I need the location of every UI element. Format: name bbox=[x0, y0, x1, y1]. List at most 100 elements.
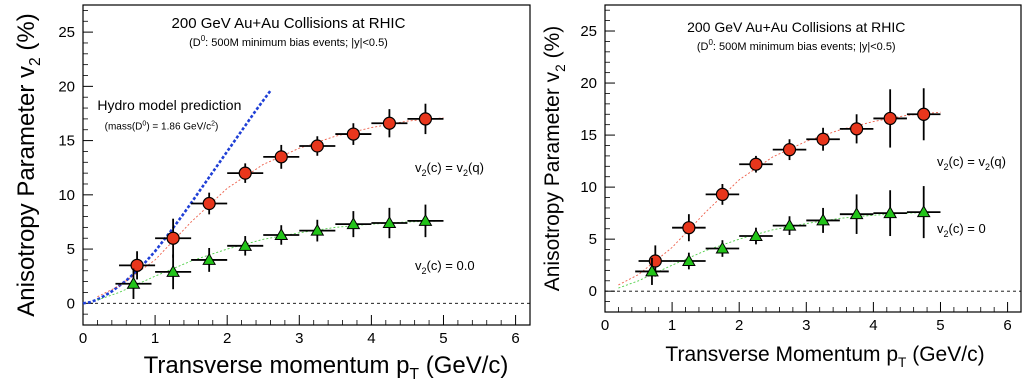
y-tick-label: 15 bbox=[58, 133, 75, 150]
data-point bbox=[382, 116, 397, 130]
subtitle-part: (D bbox=[697, 41, 709, 53]
data-point bbox=[202, 196, 216, 211]
hydro-sublabel-sup: 0 bbox=[142, 121, 146, 128]
data-point bbox=[883, 206, 898, 219]
series-label-sub: 2 bbox=[944, 229, 949, 239]
x-tick-label: 3 bbox=[295, 330, 303, 347]
hydro-sublabel-part: ) bbox=[215, 122, 218, 133]
data-point bbox=[418, 213, 433, 226]
series-vq bbox=[618, 88, 941, 286]
data-point bbox=[382, 216, 397, 229]
series-label-part: (c) = 0.0 bbox=[427, 258, 475, 273]
data-point bbox=[310, 139, 324, 153]
data-point bbox=[645, 264, 659, 277]
subtitle-part: : 500M minimum bias events; |y|<0.5) bbox=[713, 41, 896, 53]
hydro-label: Hydro model prediction bbox=[97, 97, 241, 113]
series-label-part: (c) = v bbox=[427, 160, 464, 175]
series-vq bbox=[97, 103, 444, 298]
x-tick-label: 5 bbox=[936, 317, 944, 334]
chart-subtitle: (D0: 500M minimum bias events; |y|<0.5) bbox=[189, 34, 388, 49]
subtitle-sup: 0 bbox=[201, 34, 206, 43]
x-tick-label: 6 bbox=[511, 330, 519, 347]
series-label-part: v bbox=[937, 154, 944, 169]
y-tick-label: 20 bbox=[58, 78, 75, 95]
chart-title: 200 GeV Au+Au Collisions at RHIC bbox=[687, 19, 905, 35]
data-point bbox=[346, 217, 361, 230]
x-tick-label: 1 bbox=[151, 330, 159, 347]
hydro-sublabel-sup: 2 bbox=[211, 121, 215, 128]
data-point bbox=[782, 143, 797, 157]
hydro-sublabel-part: (mass(D bbox=[105, 122, 143, 133]
hydro-prediction-curve bbox=[82, 89, 272, 305]
series-label-sub: 2 bbox=[985, 162, 990, 172]
x-axis-title-unit: (GeV/c) bbox=[419, 352, 508, 379]
chart-subtitle: (D0: 500M minimum bias events; |y|<0.5) bbox=[697, 38, 896, 53]
x-tick-label: 0 bbox=[79, 330, 87, 347]
data-point bbox=[418, 112, 433, 126]
y-axis-title-unit: (%) bbox=[541, 26, 564, 65]
y-tick-label: 0 bbox=[589, 283, 597, 300]
y-tick-label: 25 bbox=[580, 23, 597, 40]
data-point bbox=[238, 238, 253, 251]
series-zero bbox=[618, 186, 941, 289]
fit-curve bbox=[97, 117, 444, 298]
data-point bbox=[883, 111, 897, 126]
data-point bbox=[916, 205, 931, 218]
data-point bbox=[126, 276, 141, 289]
x-axis-title-main: Transverse Momentum p bbox=[665, 343, 898, 366]
y-axis-title-unit: (%) bbox=[13, 13, 40, 57]
series-label-part: (q) bbox=[468, 160, 484, 175]
x-tick-label: 4 bbox=[367, 330, 375, 347]
y-axis-title: Anisotropy Parameter v2 (%) bbox=[541, 26, 568, 292]
subtitle-part: : 500M minimum bias events; |y|<0.5) bbox=[205, 37, 388, 49]
plot-frame bbox=[604, 4, 1022, 313]
series-label: v2(c) = v2(q) bbox=[937, 154, 1006, 172]
x-axis-title: Transverse momentum pT (GeV/c) bbox=[144, 352, 509, 381]
fit-curve bbox=[618, 211, 941, 289]
data-point bbox=[166, 264, 180, 277]
series-label: v2(c) = v2(q) bbox=[415, 160, 484, 178]
series-zero bbox=[97, 204, 444, 301]
y-tick-label: 0 bbox=[67, 295, 75, 312]
data-point bbox=[274, 227, 289, 240]
data-point bbox=[715, 241, 730, 254]
x-axis-title-sub: T bbox=[410, 366, 420, 381]
x-axis-title: Transverse Momentum pT (GeV/c) bbox=[665, 343, 984, 370]
x-tick-label: 6 bbox=[1003, 317, 1011, 334]
data-point bbox=[917, 107, 931, 121]
y-tick-label: 10 bbox=[58, 187, 75, 204]
data-point bbox=[849, 207, 864, 220]
x-axis-title-main: Transverse momentum p bbox=[144, 352, 410, 379]
y-axis-title-main: Anisotropy Parameter v bbox=[541, 71, 564, 291]
x-tick-label: 0 bbox=[601, 317, 609, 334]
data-point bbox=[749, 157, 763, 171]
x-tick-label: 1 bbox=[668, 317, 676, 334]
y-axis-title-sub: 2 bbox=[27, 57, 44, 66]
data-point bbox=[238, 166, 252, 180]
series-label: v2(c) = 0.0 bbox=[415, 258, 475, 276]
fit-curve bbox=[618, 111, 941, 286]
data-point bbox=[782, 218, 797, 231]
plot-frame bbox=[82, 4, 531, 326]
data-point bbox=[310, 223, 325, 236]
y-tick-label: 20 bbox=[580, 75, 597, 92]
data-point bbox=[816, 213, 830, 226]
series-label-sub: 2 bbox=[422, 266, 427, 276]
fit-curve bbox=[97, 220, 444, 301]
y-tick-label: 15 bbox=[580, 127, 597, 144]
x-tick-label: 3 bbox=[802, 317, 810, 334]
y-axis-title: Anisotropy Parameter v2 (%) bbox=[13, 13, 44, 316]
y-tick-label: 10 bbox=[580, 179, 597, 196]
y-tick-label: 5 bbox=[67, 241, 75, 258]
data-point bbox=[850, 122, 864, 136]
data-point bbox=[166, 231, 180, 245]
subtitle-part: (D bbox=[189, 37, 201, 49]
series-label-part: (c) = v bbox=[949, 154, 986, 169]
x-axis-title-unit: (GeV/c) bbox=[906, 343, 984, 366]
x-tick-label: 5 bbox=[439, 330, 447, 347]
series-label-sub: 2 bbox=[422, 168, 427, 178]
subtitle-sup: 0 bbox=[708, 38, 713, 47]
data-point bbox=[202, 252, 217, 265]
